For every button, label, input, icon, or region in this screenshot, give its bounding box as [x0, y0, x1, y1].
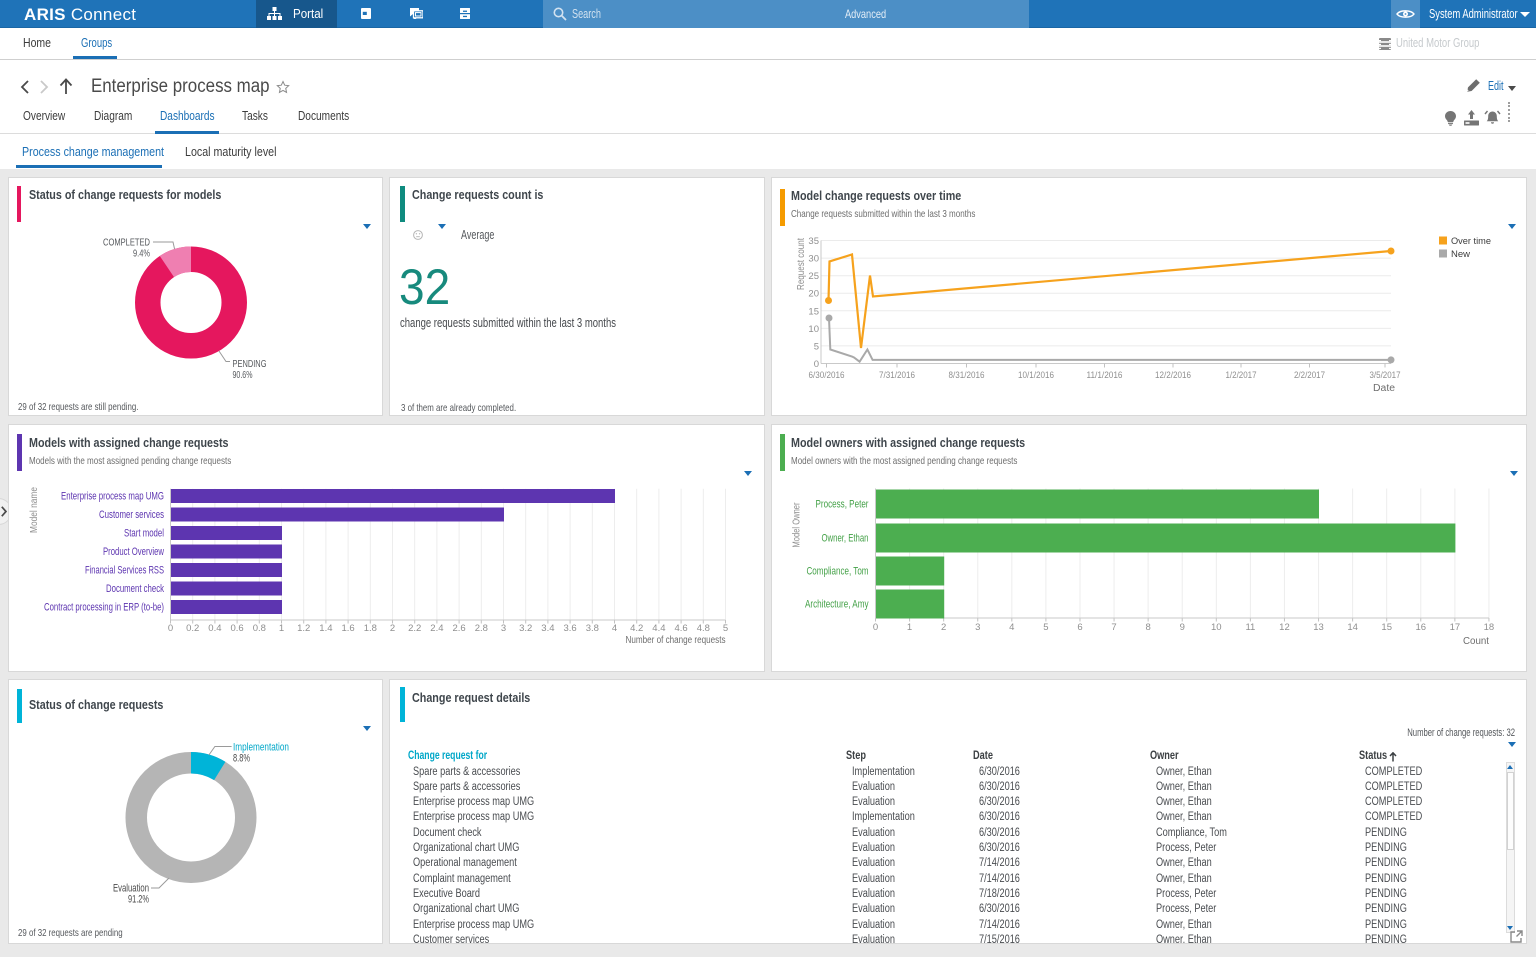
svg-text:11: 11: [1245, 622, 1255, 633]
svg-text:2.8: 2.8: [475, 623, 488, 634]
svg-text:Model name: Model name: [29, 487, 40, 533]
svg-text:9: 9: [1180, 622, 1185, 633]
svg-text:Process, Peter: Process, Peter: [816, 499, 869, 511]
svg-text:Date: Date: [1373, 383, 1395, 394]
svg-text:3/5/2017: 3/5/2017: [1370, 370, 1401, 381]
svg-text:Product Overview: Product Overview: [103, 546, 164, 558]
svg-text:14: 14: [1347, 622, 1358, 633]
svg-text:10/1/2016: 10/1/2016: [1018, 370, 1054, 381]
svg-text:7/31/2016: 7/31/2016: [879, 370, 915, 381]
svg-text:0.4: 0.4: [208, 623, 221, 634]
svg-text:4.6: 4.6: [674, 623, 687, 634]
svg-text:4.2: 4.2: [630, 623, 643, 634]
svg-text:17: 17: [1450, 622, 1461, 633]
svg-text:1/2/2017: 1/2/2017: [1226, 370, 1257, 381]
svg-text:12/2/2016: 12/2/2016: [1155, 370, 1191, 381]
svg-text:Number of change requests: Number of change requests: [626, 635, 726, 646]
svg-text:Owner, Ethan: Owner, Ethan: [822, 533, 869, 545]
svg-text:1.8: 1.8: [364, 623, 377, 634]
svg-text:30: 30: [808, 254, 819, 265]
svg-text:13: 13: [1313, 622, 1324, 633]
svg-text:1.6: 1.6: [341, 623, 354, 634]
svg-text:0.8: 0.8: [253, 623, 266, 634]
svg-text:1: 1: [907, 622, 912, 633]
svg-text:3.6: 3.6: [563, 623, 576, 634]
svg-text:6/30/2016: 6/30/2016: [809, 370, 845, 381]
svg-text:15: 15: [808, 306, 819, 317]
svg-text:16: 16: [1415, 622, 1426, 633]
svg-text:Evaluation: Evaluation: [113, 883, 149, 895]
svg-text:Enterprise process map UMG: Enterprise process map UMG: [61, 491, 164, 503]
svg-text:Compliance, Tom: Compliance, Tom: [807, 566, 869, 578]
svg-text:0: 0: [873, 622, 878, 633]
svg-text:Document check: Document check: [106, 583, 164, 595]
svg-text:Over time: Over time: [1451, 236, 1491, 247]
svg-text:2.4: 2.4: [430, 623, 443, 634]
svg-text:4.8: 4.8: [697, 623, 710, 634]
svg-text:15: 15: [1381, 622, 1392, 633]
svg-text:6: 6: [1077, 622, 1082, 633]
svg-text:Start model: Start model: [124, 528, 164, 540]
svg-text:90.6%: 90.6%: [233, 369, 253, 381]
svg-text:1.2: 1.2: [297, 623, 310, 634]
svg-text:7: 7: [1111, 622, 1116, 633]
svg-text:New: New: [1451, 249, 1470, 260]
svg-text:2/2/2017: 2/2/2017: [1294, 370, 1325, 381]
svg-text:0: 0: [168, 623, 173, 634]
svg-text:18: 18: [1484, 622, 1495, 633]
svg-text:Implementation: Implementation: [233, 742, 289, 754]
svg-text:Architecture, Amy: Architecture, Amy: [805, 599, 869, 611]
svg-text:12: 12: [1279, 622, 1290, 633]
svg-text:3.4: 3.4: [541, 623, 554, 634]
svg-text:0: 0: [814, 359, 819, 370]
svg-text:35: 35: [808, 236, 819, 247]
svg-text:8/31/2016: 8/31/2016: [949, 370, 985, 381]
svg-text:Financial Services RSS: Financial Services RSS: [85, 565, 164, 577]
svg-text:2: 2: [390, 623, 395, 634]
svg-text:5: 5: [814, 341, 819, 352]
svg-text:91.2%: 91.2%: [128, 894, 149, 906]
svg-text:8: 8: [1145, 622, 1150, 633]
svg-text:3.8: 3.8: [586, 623, 599, 634]
svg-text:10: 10: [1211, 622, 1222, 633]
svg-text:5: 5: [723, 623, 728, 634]
svg-text:9.4%: 9.4%: [133, 248, 150, 260]
svg-text:4: 4: [612, 623, 617, 634]
svg-text:0.6: 0.6: [230, 623, 243, 634]
svg-text:25: 25: [808, 271, 819, 282]
svg-text:8.8%: 8.8%: [233, 753, 250, 765]
svg-text:3: 3: [975, 622, 980, 633]
svg-text:2.2: 2.2: [408, 623, 421, 634]
svg-text:PENDING: PENDING: [233, 358, 267, 370]
svg-text:1.4: 1.4: [319, 623, 332, 634]
svg-text:2.6: 2.6: [452, 623, 465, 634]
svg-text:COMPLETED: COMPLETED: [103, 237, 150, 249]
svg-text:Contract processing in ERP (to: Contract processing in ERP (to-be): [44, 602, 164, 614]
svg-text:4: 4: [1009, 622, 1014, 633]
svg-text:Model Owner: Model Owner: [792, 502, 803, 548]
svg-text:1: 1: [279, 623, 284, 634]
svg-text:10: 10: [808, 324, 819, 335]
svg-text:4.4: 4.4: [652, 623, 665, 634]
svg-text:3.2: 3.2: [519, 623, 532, 634]
svg-text:11/1/2016: 11/1/2016: [1087, 370, 1123, 381]
svg-text:Count: Count: [1463, 636, 1489, 647]
svg-text:3: 3: [501, 623, 506, 634]
svg-text:0.2: 0.2: [186, 623, 199, 634]
svg-text:Customer services: Customer services: [99, 509, 164, 521]
svg-text:20: 20: [808, 289, 819, 300]
svg-text:Request count: Request count: [796, 238, 807, 290]
svg-text:5: 5: [1043, 622, 1048, 633]
svg-text:2: 2: [941, 622, 946, 633]
